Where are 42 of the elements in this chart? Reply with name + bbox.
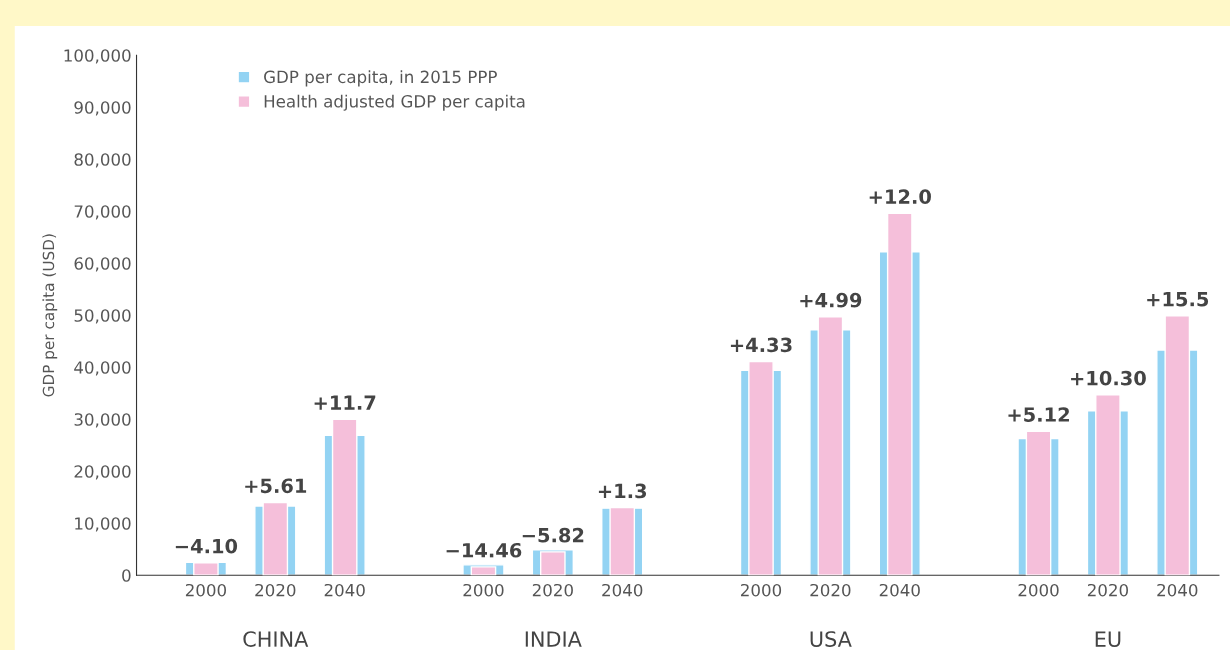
x-tick-label: 2000	[185, 583, 227, 597]
legend-label: GDP per capita, in 2015 PPP	[264, 70, 497, 87]
y-tick-label: 80,000	[74, 153, 131, 168]
legend-label: Health adjusted GDP per capita	[264, 94, 525, 111]
annotation: +5.61	[245, 478, 307, 494]
x-tick-label: 2000	[463, 583, 504, 597]
annotation: +5.12	[1008, 407, 1069, 422]
text: EU	[1095, 631, 1121, 647]
x-tick-label: 2040	[324, 583, 365, 597]
text: INDIA	[525, 631, 582, 647]
x-tick-label: 2020	[810, 583, 851, 597]
annotation: −4.10	[175, 538, 238, 554]
y-tick-label: 40,000	[74, 361, 131, 376]
x-tick-label: 2000	[1018, 583, 1059, 597]
y-tick-label: 0	[122, 569, 131, 582]
text: USA	[810, 631, 852, 647]
x-tick-label: 2020	[532, 583, 573, 597]
y-tick-label: 30,000	[74, 413, 131, 428]
x-tick-label: 2040	[602, 583, 643, 597]
y-tick-label: 90,000	[74, 101, 131, 116]
y-tick-label: 50,000	[74, 309, 131, 324]
y-tick-label: 10,000	[75, 517, 131, 532]
y-tick-label: 70,000	[74, 205, 131, 220]
annotation: −5.82	[522, 527, 584, 543]
annotation: +1.3	[598, 483, 647, 499]
annotation: +12.0	[869, 189, 931, 205]
x-tick-label: 2000	[741, 583, 782, 597]
annotation: +11.7	[314, 395, 376, 410]
x-tick-label: 2020	[255, 583, 296, 597]
y-tick-label: 60,000	[74, 257, 131, 272]
annotation: +10.30	[1071, 370, 1146, 386]
annotation: +4.33	[730, 337, 792, 353]
y-tick-label: 20,000	[74, 465, 131, 480]
annotation: −14.46	[446, 542, 522, 558]
y-tick-label: 100,000	[64, 49, 131, 64]
annotation: +4.99	[800, 292, 862, 308]
text: CHINA	[243, 631, 309, 647]
x-tick-label: 2040	[879, 583, 920, 597]
x-tick-label: 2040	[1157, 583, 1198, 597]
y-axis-title: GDP per capita (USD)	[42, 234, 58, 397]
x-tick-label: 2020	[1087, 583, 1129, 597]
annotation: +15.5	[1147, 291, 1209, 307]
